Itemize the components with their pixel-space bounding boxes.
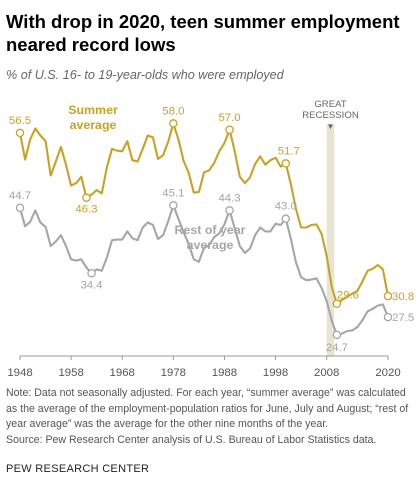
- data-label: 45.1: [162, 187, 184, 199]
- data-point-marker: [169, 201, 178, 210]
- data-label: 27.5: [392, 312, 414, 324]
- data-point-marker: [15, 203, 25, 213]
- x-tick-label: 1978: [161, 367, 186, 379]
- chart-note: Note: Data not seasonally adjusted. For …: [6, 386, 416, 448]
- x-tick-label: 2008: [314, 367, 339, 379]
- data-point-marker: [82, 193, 91, 202]
- data-label: 24.7: [326, 342, 348, 354]
- data-label: 46.3: [75, 204, 97, 216]
- data-label: 44.7: [9, 190, 31, 202]
- data-point-marker: [15, 128, 25, 138]
- series-line-summer: [18, 122, 390, 305]
- data-point-marker: [281, 159, 291, 168]
- data-label: 29.6: [337, 290, 359, 302]
- data-point-marker: [383, 312, 393, 322]
- source-text: Source: Pew Research Center analysis of …: [6, 433, 377, 446]
- x-tick-label: 2020: [375, 367, 400, 379]
- x-tick-label: 1948: [7, 367, 32, 379]
- recession-marker: ▼: [327, 122, 335, 131]
- data-point-marker: [383, 291, 393, 301]
- data-point-marker: [332, 299, 342, 308]
- series-line-rest-of-year: [18, 204, 389, 336]
- data-point-marker: [332, 330, 342, 340]
- chart-subtitle: % of U.S. 16- to 19-year-olds who were e…: [6, 68, 284, 82]
- series-markers: [15, 119, 393, 340]
- data-point-marker: [87, 269, 96, 278]
- brand-footer: PEW RESEARCH CENTER: [6, 463, 150, 475]
- x-axis: 1948 1958 1968 1978 1988 1998 2008 2020: [7, 355, 401, 379]
- x-tick-label: 1998: [263, 367, 288, 379]
- series-lines: [18, 122, 390, 336]
- data-label: 43.0: [275, 201, 297, 213]
- chart-labels: 56.5 46.3 58.0 57.0 51.7 29.6 30.8 44.7 34.4 45.1…: [9, 103, 414, 354]
- data-point-marker: [281, 214, 291, 223]
- recession-label-line1: GREAT: [314, 99, 346, 110]
- data-point-marker: [225, 125, 234, 135]
- data-label: 58.0: [162, 105, 184, 117]
- data-label: 56.5: [9, 115, 31, 127]
- data-point-marker: [169, 119, 178, 128]
- data-point-marker: [225, 206, 234, 215]
- x-tick-label: 1958: [58, 367, 83, 379]
- series-label-rest-line2: average: [187, 238, 234, 252]
- chart-title: With drop in 2020, teen summer employmen…: [6, 11, 400, 55]
- series-label-summer-line1: Summer: [68, 103, 118, 117]
- series-label-rest-line1: Rest of year: [175, 223, 246, 237]
- note-text: Note: Data not seasonally adjusted. For …: [6, 387, 409, 431]
- recession-label-line2: RECESSION: [302, 110, 359, 121]
- data-label: 57.0: [218, 112, 240, 124]
- data-label: 34.4: [80, 279, 102, 291]
- data-label: 44.3: [218, 192, 240, 204]
- data-label: 30.8: [392, 291, 414, 303]
- x-tick-label: 1988: [212, 367, 237, 379]
- recession-band: [326, 124, 335, 356]
- x-tick-label: 1968: [110, 367, 135, 379]
- series-label-summer-line2: average: [70, 118, 117, 132]
- data-label: 51.7: [278, 145, 300, 157]
